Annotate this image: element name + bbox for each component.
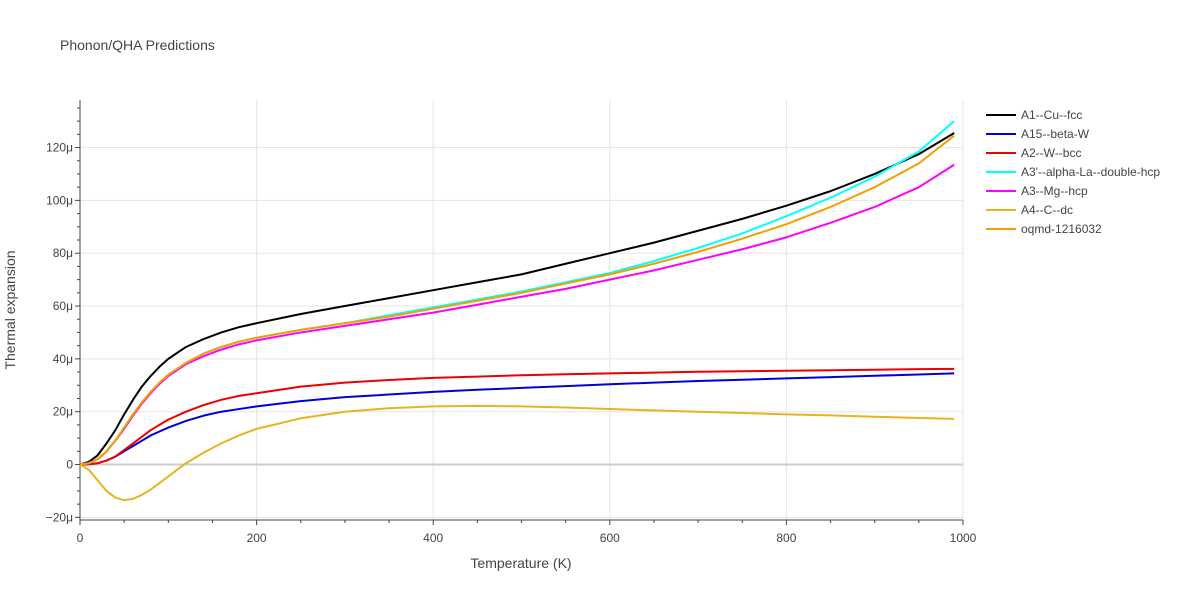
y-tick-label: −20μ <box>46 510 73 524</box>
x-tick-label: 200 <box>247 531 267 545</box>
x-tick-label: 800 <box>776 531 796 545</box>
y-tick-label: 40μ <box>53 352 73 366</box>
y-tick-label: 120μ <box>46 141 73 155</box>
legend-label-6: oqmd-1216032 <box>1021 222 1102 236</box>
axes <box>75 100 964 525</box>
legend: A1--Cu--fcc A15--beta-W A2--W--bcc A3'--alp… <box>986 108 1160 236</box>
series-line-5 <box>79 404 955 502</box>
legend-label-4: A3--Mg--hcp <box>1021 184 1088 198</box>
legend-label-3: A3'--alpha-La--double-hcp <box>1021 165 1160 179</box>
series-line-0 <box>79 132 955 466</box>
x-tick-labels: 0 200 400 600 800 1000 <box>77 531 977 545</box>
series-line-6 <box>79 134 955 466</box>
x-axis-label: Temperature (K) <box>470 555 571 571</box>
y-tick-label: 20μ <box>53 405 73 419</box>
x-tick-label: 0 <box>77 531 84 545</box>
series-lines <box>79 120 955 502</box>
x-tick-label: 1000 <box>950 531 977 545</box>
series-line-2 <box>79 367 955 466</box>
y-tick-labels: −20μ 0 20μ 40μ 60μ 80μ 100μ 120μ <box>46 141 74 525</box>
y-axis-label: Thermal expansion <box>2 250 18 369</box>
y-tick-label: 80μ <box>53 246 73 260</box>
legend-label-1: A15--beta-W <box>1021 127 1090 141</box>
legend-label-2: A2--W--bcc <box>1021 146 1081 160</box>
series-line-1 <box>79 372 955 466</box>
y-tick-label: 0 <box>66 458 73 472</box>
x-tick-label: 400 <box>423 531 443 545</box>
legend-label-0: A1--Cu--fcc <box>1021 108 1082 122</box>
chart-title: Phonon/QHA Predictions <box>60 37 215 53</box>
x-tick-label: 600 <box>600 531 620 545</box>
legend-label-5: A4--C--dc <box>1021 203 1073 217</box>
y-tick-label: 60μ <box>53 299 73 313</box>
y-tick-label: 100μ <box>46 193 73 207</box>
